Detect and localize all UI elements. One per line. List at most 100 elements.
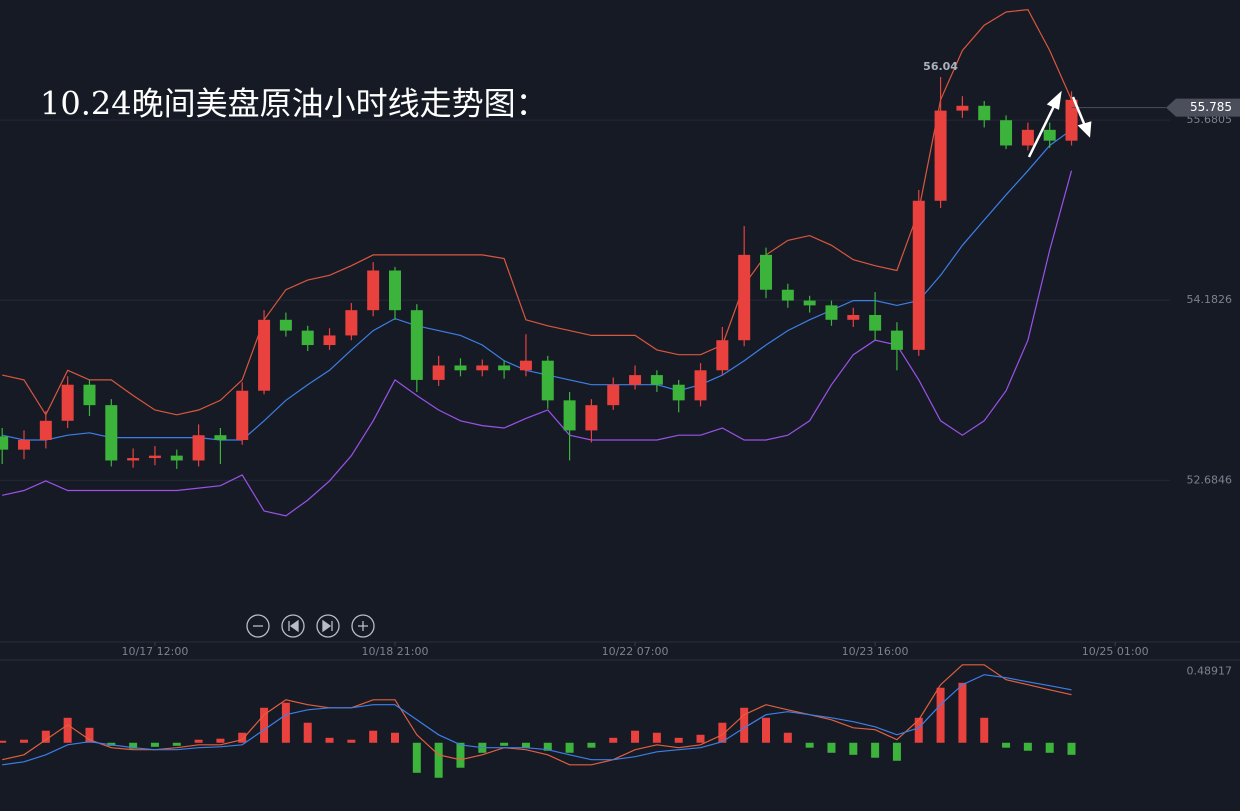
- scroll-left-button[interactable]: [281, 614, 305, 638]
- x-tick-label: 10/18 21:00: [362, 645, 429, 658]
- candle-body: [1065, 99, 1078, 141]
- candle-body: [607, 384, 620, 406]
- down-arrow: [1071, 96, 1087, 127]
- candle-body: [738, 254, 751, 341]
- candle-body: [432, 365, 445, 380]
- band-line: [2, 129, 1072, 441]
- candle-body: [105, 405, 118, 461]
- candle-body: [847, 314, 860, 320]
- macd-bar: [194, 739, 203, 743]
- candle-body: [389, 270, 402, 311]
- macd-bar: [587, 742, 596, 748]
- chart-title: 10.24晚间美盘原油小时线走势图：: [40, 85, 548, 123]
- macd-bar: [696, 734, 705, 743]
- macd-bar: [1045, 742, 1054, 753]
- macd-bar: [391, 732, 400, 743]
- macd-bar: [500, 742, 509, 746]
- macd-bar: [674, 737, 683, 743]
- x-tick-label: 10/23 16:00: [842, 645, 909, 658]
- scroll-right-button[interactable]: [316, 614, 340, 638]
- macd-bar: [1023, 742, 1032, 751]
- zoom-out-button[interactable]: [246, 614, 270, 638]
- candle-body: [192, 435, 205, 461]
- macd-bar: [150, 742, 159, 747]
- candle-body: [672, 384, 685, 401]
- candle-body: [934, 110, 947, 201]
- candle-body: [650, 375, 663, 385]
- candle-body: [61, 384, 74, 421]
- band-line: [2, 8, 1073, 417]
- macd-bar: [85, 727, 94, 743]
- candle-body: [83, 384, 96, 406]
- macd-bar: [914, 717, 923, 743]
- candle-body: [519, 360, 532, 371]
- candle-body: [629, 375, 642, 385]
- up-arrow-head: [1046, 90, 1062, 110]
- candle-body: [258, 319, 271, 391]
- macd-layer: [0, 664, 1076, 778]
- candle-body: [585, 405, 598, 431]
- candle-body: [410, 310, 423, 380]
- y-tick-label: 54.1826: [1187, 293, 1233, 306]
- macd-bar: [521, 742, 530, 748]
- candle-body: [956, 105, 969, 111]
- macd-bar: [740, 707, 749, 743]
- last-price-label: 55.785: [1190, 100, 1232, 114]
- candle-body: [563, 400, 576, 431]
- macd-bar: [303, 722, 312, 743]
- x-tick-label: 10/17 12:00: [121, 645, 188, 658]
- macd-bar: [1067, 742, 1076, 755]
- candle-body: [1000, 120, 1013, 146]
- macd-bar: [1002, 742, 1011, 748]
- candle-body: [869, 314, 882, 331]
- macd-bar: [63, 717, 72, 743]
- candle-body: [1021, 129, 1034, 146]
- macd-bar: [369, 730, 378, 743]
- macd-bar: [172, 742, 181, 746]
- candle-body: [170, 455, 183, 461]
- x-tick-label: 10/25 01:00: [1082, 645, 1149, 658]
- candle-body: [890, 330, 903, 350]
- candle-body: [39, 420, 52, 441]
- candle-body: [541, 360, 554, 401]
- zoom-in-button[interactable]: [351, 614, 375, 638]
- candle-body: [498, 365, 511, 371]
- candle-body: [759, 254, 772, 290]
- macd-bar: [238, 732, 247, 743]
- macd-line: [2, 664, 1072, 766]
- candle-body: [367, 270, 380, 311]
- macd-bar: [543, 742, 552, 751]
- macd-bar: [0, 740, 7, 743]
- macd-bar: [20, 739, 29, 743]
- macd-bar: [129, 742, 138, 749]
- y-tick-label: 0.48917: [1187, 665, 1233, 678]
- macd-bar: [216, 738, 225, 743]
- up-arrow: [1027, 103, 1057, 158]
- macd-bar: [281, 702, 290, 743]
- last-price-tag: [1166, 98, 1240, 117]
- candle-body: [345, 310, 358, 336]
- candle-body: [454, 365, 467, 371]
- macd-bar: [652, 732, 661, 743]
- macd-bar: [936, 687, 945, 743]
- macd-bar: [849, 742, 858, 755]
- trend-arrows: [1027, 90, 1092, 158]
- macd-bar: [783, 732, 792, 743]
- macd-bar: [325, 737, 334, 743]
- macd-bar: [980, 717, 989, 743]
- macd-line: [2, 674, 1072, 766]
- macd-bar: [41, 730, 50, 743]
- macd-bar: [958, 682, 967, 743]
- macd-bar: [609, 737, 618, 743]
- candle-body: [18, 440, 31, 450]
- candle-body: [716, 340, 729, 371]
- candle-body: [0, 436, 9, 450]
- macd-bar: [347, 739, 356, 743]
- candle-body: [323, 335, 336, 346]
- candle-body: [1043, 129, 1056, 141]
- macd-bar: [718, 722, 727, 743]
- macd-bar: [827, 742, 836, 753]
- macd-bar: [456, 742, 465, 768]
- candle-body: [127, 458, 140, 461]
